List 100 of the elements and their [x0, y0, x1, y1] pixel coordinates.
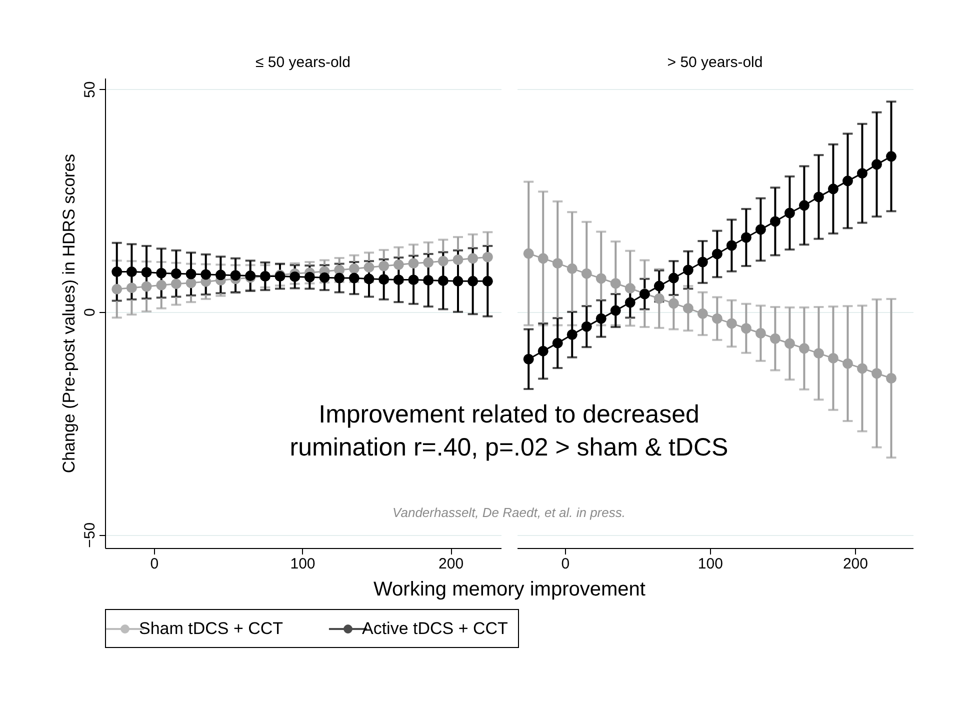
point	[624, 297, 636, 308]
point	[423, 257, 434, 268]
point	[770, 333, 780, 344]
point	[452, 254, 464, 265]
point	[364, 274, 374, 284]
point	[170, 278, 182, 290]
point	[784, 208, 795, 218]
point	[871, 368, 882, 379]
point	[654, 280, 664, 292]
point	[468, 253, 478, 264]
point	[141, 267, 152, 278]
point	[141, 281, 152, 292]
point	[740, 232, 752, 243]
point	[170, 268, 182, 279]
point	[378, 260, 390, 272]
point	[304, 272, 315, 282]
point	[126, 266, 137, 278]
y-tick-label: 0	[82, 308, 98, 317]
point	[871, 159, 882, 170]
point	[393, 259, 404, 270]
point	[538, 253, 548, 264]
point	[319, 272, 330, 283]
point	[215, 270, 226, 280]
point	[668, 272, 679, 284]
point	[290, 271, 300, 282]
point	[624, 283, 636, 294]
point	[842, 176, 853, 186]
point	[552, 258, 563, 269]
x-tick-label: 100	[698, 556, 723, 572]
point	[334, 272, 345, 284]
point	[552, 338, 563, 348]
point	[482, 252, 493, 262]
point	[610, 278, 621, 289]
point	[112, 266, 122, 278]
point	[654, 293, 664, 304]
point	[230, 270, 241, 281]
point	[408, 258, 419, 269]
point	[581, 268, 592, 279]
annotation: Vanderhasselt, De Raedt, et al. in press.	[392, 504, 626, 520]
point	[740, 323, 752, 334]
x-axis-title: Working memory improvement	[374, 578, 646, 600]
point	[697, 308, 708, 319]
point	[364, 262, 374, 273]
point	[393, 274, 404, 286]
x-tick-label: 0	[150, 556, 159, 572]
point	[726, 240, 737, 251]
x-tick-label: 100	[290, 556, 316, 572]
point	[538, 346, 548, 356]
point	[886, 373, 896, 384]
point	[468, 276, 478, 286]
point	[755, 328, 766, 339]
point	[828, 352, 838, 364]
point	[452, 276, 464, 286]
point	[566, 329, 578, 340]
point	[668, 298, 679, 309]
point	[482, 276, 493, 286]
point	[682, 303, 694, 314]
point	[186, 278, 196, 288]
point	[408, 274, 419, 286]
chart-title: > 50 years-old	[667, 54, 763, 71]
point	[610, 305, 621, 316]
point	[523, 354, 534, 364]
point	[438, 275, 448, 286]
legend-label: Active tDCS + CCT	[362, 619, 508, 638]
point	[712, 313, 722, 324]
point	[755, 224, 766, 235]
point	[770, 216, 780, 227]
point	[186, 268, 196, 280]
point	[596, 313, 606, 324]
x-tick-label: 0	[561, 556, 570, 572]
y-axis-title: Change (Pre-post values) in HDRS scores	[60, 154, 78, 474]
point	[842, 358, 853, 369]
point	[798, 343, 810, 354]
chart-title: ≤ 50 years-old	[256, 54, 350, 71]
point	[438, 256, 448, 266]
point	[784, 338, 795, 349]
point	[798, 200, 810, 211]
point	[682, 264, 694, 276]
annotation: Improvement related to decreased rumination r=.40, p=.02 > sham & tDCS	[290, 400, 728, 462]
point	[348, 272, 360, 284]
point	[813, 192, 824, 202]
point	[596, 273, 606, 284]
x-tick-label: 200	[438, 556, 464, 572]
point	[523, 248, 534, 259]
point	[828, 184, 838, 194]
point	[200, 269, 212, 280]
point	[126, 282, 137, 294]
point	[348, 263, 360, 274]
point	[156, 268, 167, 278]
point	[566, 263, 578, 274]
point	[726, 318, 737, 329]
point	[856, 168, 868, 179]
point	[856, 363, 868, 374]
point	[581, 321, 592, 332]
point	[378, 274, 390, 285]
point	[813, 348, 824, 359]
point	[156, 280, 167, 290]
point	[423, 275, 434, 286]
point	[112, 284, 122, 294]
y-tick-label: 50	[82, 81, 98, 98]
